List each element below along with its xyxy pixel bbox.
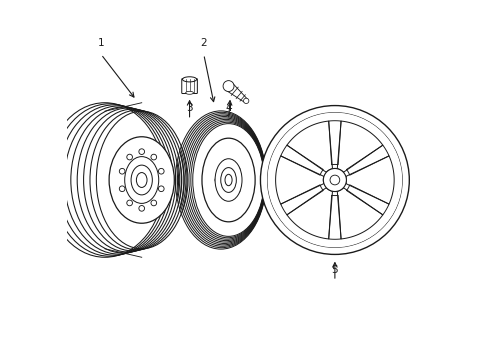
Polygon shape xyxy=(337,121,382,172)
Ellipse shape xyxy=(223,81,234,91)
Ellipse shape xyxy=(235,167,240,171)
Ellipse shape xyxy=(182,77,196,82)
Ellipse shape xyxy=(220,168,236,192)
Polygon shape xyxy=(337,188,382,239)
Ellipse shape xyxy=(151,200,156,206)
Ellipse shape xyxy=(223,160,227,165)
Polygon shape xyxy=(345,156,393,204)
Text: 4: 4 xyxy=(225,103,231,113)
Text: 5: 5 xyxy=(331,265,338,275)
Text: 2: 2 xyxy=(200,38,206,48)
Circle shape xyxy=(329,175,339,185)
Ellipse shape xyxy=(119,168,125,174)
Ellipse shape xyxy=(224,174,232,186)
Ellipse shape xyxy=(126,154,132,160)
Ellipse shape xyxy=(151,154,156,160)
Ellipse shape xyxy=(214,178,219,182)
FancyBboxPatch shape xyxy=(182,78,197,94)
Polygon shape xyxy=(286,121,332,172)
Ellipse shape xyxy=(202,138,255,222)
Ellipse shape xyxy=(109,137,174,223)
Polygon shape xyxy=(286,188,332,239)
Ellipse shape xyxy=(136,172,147,188)
Circle shape xyxy=(260,105,408,255)
Ellipse shape xyxy=(235,189,240,193)
Circle shape xyxy=(323,168,346,192)
Text: 3: 3 xyxy=(186,103,192,113)
Ellipse shape xyxy=(223,195,227,200)
Ellipse shape xyxy=(139,149,144,154)
Ellipse shape xyxy=(215,159,242,201)
Ellipse shape xyxy=(124,157,159,203)
Circle shape xyxy=(267,113,402,247)
Ellipse shape xyxy=(185,91,193,94)
Ellipse shape xyxy=(158,168,164,174)
Text: 1: 1 xyxy=(98,38,104,48)
Ellipse shape xyxy=(119,186,125,192)
Ellipse shape xyxy=(243,98,248,104)
Ellipse shape xyxy=(158,186,164,192)
Ellipse shape xyxy=(139,206,144,211)
Polygon shape xyxy=(225,82,247,103)
Ellipse shape xyxy=(126,200,132,206)
Ellipse shape xyxy=(131,165,152,195)
Polygon shape xyxy=(275,156,323,204)
